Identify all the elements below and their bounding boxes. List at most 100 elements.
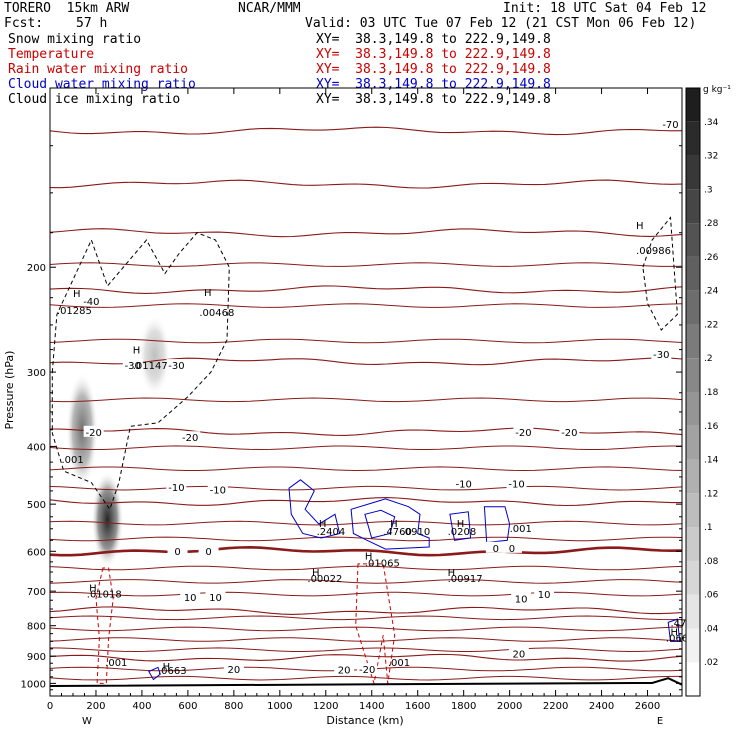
max-label: .0208	[448, 527, 477, 538]
cloud-water-contour-2	[449, 511, 472, 541]
x-tick-label: 1400	[359, 701, 384, 712]
terrain	[49, 677, 683, 687]
temp-label-bg	[83, 425, 104, 437]
temp-label-bg	[501, 541, 522, 553]
temp-label-bg	[122, 359, 143, 371]
y-tick-label: 1000	[21, 679, 46, 690]
x-tick-label: 2000	[497, 701, 522, 712]
max-label: .001	[388, 658, 410, 669]
temp-label-bg	[357, 663, 378, 675]
isotherm-minor	[49, 579, 683, 584]
colorbar-cell	[686, 256, 700, 291]
colorbar-cell	[686, 121, 700, 156]
legend-xy-ice: XY= 38.3,149.8 to 222.9,149.8	[316, 92, 551, 107]
max-label: .01147	[133, 361, 168, 372]
max-label: H	[73, 289, 81, 300]
isotherm-minor	[49, 445, 682, 451]
isotherm-minor	[49, 466, 683, 472]
temp-label: -20	[359, 665, 375, 676]
colorbar-tick-label: .06	[704, 591, 719, 601]
isotherm--60	[49, 179, 683, 189]
colorbar-cell	[686, 223, 700, 257]
temp-label-bg	[180, 431, 201, 443]
x-end-label-west: W	[82, 716, 92, 727]
rain-contour-1	[355, 563, 396, 684]
colorbar-cell	[686, 88, 700, 122]
max-label: .2404	[317, 527, 346, 538]
cloud-water-contour-inner	[364, 509, 396, 539]
colorbar-cell	[686, 155, 700, 190]
colorbar: .02 .04 .06 .08 .1 .12 .14 .16 .18 .2 .22 .24 .26 .28…	[685, 85, 731, 697]
x-tick-label: 1800	[451, 701, 476, 712]
header-fcst-label: Fcst:	[4, 16, 44, 31]
temp-label: 0	[174, 547, 180, 558]
legend-name-temperature: Temperature	[8, 47, 95, 62]
max-label: .01065	[365, 559, 400, 570]
colorbar-cell	[686, 662, 700, 696]
temp-label: -40	[83, 297, 99, 308]
x-tick-label: 2600	[635, 701, 660, 712]
colorbar-tick-label: .08	[704, 557, 719, 567]
x-tick-label: 1200	[313, 701, 338, 712]
temp-label: -10	[168, 483, 184, 494]
max-label: .066	[666, 634, 688, 645]
colorbar-tick-label: .3	[704, 185, 713, 195]
max-label: H	[448, 568, 456, 579]
temp-label: 0	[493, 544, 499, 555]
y-tick-label: 200	[27, 263, 46, 274]
header-init: Init: 18 UTC Sat 04 Feb 12	[503, 1, 707, 16]
y-tick-label: 900	[27, 652, 46, 663]
temp-label: 10	[538, 590, 551, 601]
temp-label: 20	[512, 650, 525, 661]
isotherm-minor	[49, 565, 683, 571]
temp-label: -20	[182, 433, 198, 444]
colorbar-cell	[686, 290, 700, 325]
temp-label: 0	[205, 547, 211, 558]
temp-label: -30	[653, 350, 669, 361]
isotherm-minor	[49, 338, 683, 344]
colorbar-tick-label: .28	[704, 219, 719, 229]
x-tick-label: 400	[132, 701, 151, 712]
temp-label-bg	[334, 663, 355, 675]
colorbar-cell	[686, 324, 700, 359]
x-tick-label: 2200	[543, 701, 568, 712]
temp-label: -20	[85, 428, 101, 439]
colorbar-tick-label: .12	[704, 489, 718, 499]
cloud-water-contour-3	[483, 506, 511, 544]
isotherm-minor	[49, 637, 683, 642]
max-label: H	[89, 583, 97, 594]
isotherm-minor	[49, 303, 683, 308]
colorbar-tick-label: .1	[704, 523, 713, 533]
isotherm--50	[49, 228, 683, 238]
max-label: .001	[105, 658, 127, 669]
terrain-line	[49, 677, 683, 687]
x-tick-label: 600	[178, 701, 197, 712]
temp-label: -30	[168, 361, 184, 372]
temp-label-bg	[180, 591, 201, 603]
y-tick-label: 400	[27, 442, 46, 453]
temp-label-bg	[513, 425, 534, 437]
isotherm-minor	[49, 397, 683, 403]
colorbar-tick-label: .04	[704, 624, 719, 634]
temp-label-bg	[166, 481, 187, 493]
colorbar-tick-label: .16	[704, 422, 719, 432]
legend-xy-snow: XY= 38.3,149.8 to 222.9,149.8	[316, 32, 551, 47]
max-label: H	[133, 346, 141, 357]
legend-name-snow: Snow mixing ratio	[8, 32, 142, 47]
y-tick-label: 800	[27, 622, 46, 633]
max-label: .001	[510, 524, 532, 535]
ice-contour-0	[51, 232, 230, 511]
max-label: .4760	[383, 527, 412, 538]
isotherm-minor	[49, 591, 683, 597]
legend-xy-temperature: XY= 38.3,149.8 to 222.9,149.8	[316, 47, 551, 62]
colorbar-cell	[686, 594, 700, 629]
max-label: .01018	[87, 590, 122, 601]
colorbar-cell	[686, 560, 700, 595]
legend-name-rain: Rain water mixing ratio	[8, 62, 189, 77]
temp-label: -20	[561, 428, 577, 439]
x-end-label-east: E	[657, 716, 663, 727]
isotherm-20	[49, 653, 683, 662]
header-org: NCAR/MMM	[238, 1, 301, 16]
